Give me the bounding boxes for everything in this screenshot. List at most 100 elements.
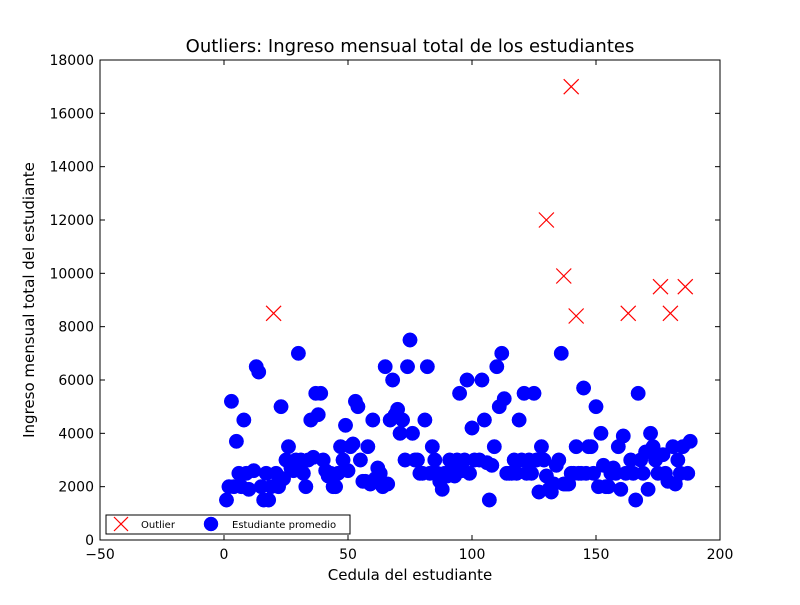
student-point: [583, 439, 599, 455]
student-point: [400, 359, 415, 375]
outlier-point-stroke-b: [563, 78, 580, 95]
student-point: [600, 479, 616, 495]
y-tick-label: 4000: [58, 426, 94, 442]
student-point: [261, 492, 277, 508]
student-point: [494, 345, 510, 361]
student-point: [533, 439, 549, 455]
student-point: [593, 425, 609, 441]
student-point: [223, 393, 239, 409]
student-point: [313, 385, 329, 401]
student-point: [551, 452, 567, 468]
outlier-point-stroke-b: [265, 305, 282, 322]
legend-label-estudiante-promedio: Estudiante promedio: [232, 520, 336, 531]
student-point: [328, 479, 344, 495]
student-point: [350, 399, 366, 415]
student-point: [380, 476, 396, 492]
student-point: [476, 412, 492, 428]
axes-frame: [99, 59, 721, 541]
student-point: [452, 385, 468, 401]
student-point: [424, 439, 440, 455]
student-point: [640, 481, 656, 497]
student-point: [635, 465, 651, 481]
outlier-point: [265, 305, 282, 322]
student-point: [427, 452, 443, 468]
legend-marker-outlier: [113, 516, 129, 532]
student-point: [352, 452, 368, 468]
outlier-point-stroke-b: [538, 212, 555, 228]
x-tick-label: 200: [707, 547, 734, 563]
student-point: [459, 372, 475, 388]
outlier-point-stroke-b: [662, 305, 679, 322]
outlier-point-stroke-b: [677, 278, 694, 295]
legend: Outlier Estudiante promedio: [105, 514, 351, 535]
y-axis-ticks: 0 2000 4000 6000 8000 10000 12000 14000 16000 180…: [49, 53, 720, 549]
student-point: [643, 425, 659, 441]
y-tick-label: 10000: [49, 266, 94, 282]
student-point: [402, 332, 418, 348]
student-point: [241, 481, 257, 497]
student-point: [613, 481, 629, 497]
outlier-point: [652, 278, 669, 295]
student-point: [310, 407, 326, 423]
student-point: [434, 481, 450, 497]
student-point: [462, 465, 477, 481]
student-point: [246, 463, 262, 479]
y-tick-label: 0: [85, 533, 94, 549]
legend-outlier-marker: [113, 516, 129, 532]
outlier-point-stroke-b: [555, 268, 572, 284]
outlier-point-stroke-b: [620, 305, 637, 322]
student-point: [338, 417, 353, 433]
x-tick-label: 150: [583, 547, 610, 563]
y-tick-label: 16000: [49, 106, 94, 122]
legend-student-marker: [203, 516, 219, 532]
outlier-point: [538, 212, 555, 228]
student-point: [489, 359, 505, 375]
student-point: [655, 447, 671, 463]
student-point: [524, 465, 539, 481]
x-tick-label: −50: [85, 547, 115, 563]
x-tick-label: 100: [459, 547, 486, 563]
points-layer: [219, 78, 698, 508]
student-point: [385, 372, 401, 388]
x-axis-label: Cedula del estudiante: [328, 566, 492, 584]
student-point: [409, 452, 425, 468]
outlier-point: [568, 308, 585, 324]
student-point: [680, 465, 696, 481]
y-axis-label: Ingreso mensual total del estudiante: [20, 162, 38, 438]
student-point: [281, 439, 296, 455]
student-point: [628, 492, 644, 508]
student-point: [345, 436, 361, 452]
student-point: [360, 439, 376, 455]
legend-box: [105, 514, 351, 535]
student-point: [481, 492, 497, 508]
student-point: [405, 425, 420, 441]
student-point: [236, 412, 252, 428]
y-tick-label: 18000: [49, 53, 94, 69]
student-point: [576, 380, 592, 396]
outlier-point-stroke-b: [652, 278, 669, 295]
student-point: [526, 385, 542, 401]
y-tick-label: 8000: [58, 320, 94, 336]
student-point: [365, 412, 381, 428]
y-tick-label: 6000: [58, 373, 94, 389]
student-point: [273, 399, 289, 415]
legend-label-outlier: Outlier: [141, 520, 176, 531]
student-point: [486, 439, 502, 455]
student-point: [251, 364, 267, 380]
student-point: [615, 428, 631, 444]
student-point: [484, 457, 500, 473]
student-point: [474, 372, 490, 388]
student-point: [228, 433, 244, 449]
outlier-point: [555, 268, 572, 284]
student-point: [586, 465, 601, 481]
student-point: [340, 463, 356, 479]
student-point: [464, 420, 480, 436]
student-point: [511, 412, 527, 428]
student-point: [588, 399, 604, 415]
student-point: [219, 492, 234, 508]
student-point: [553, 345, 569, 361]
outlier-point: [563, 78, 580, 95]
y-tick-label: 2000: [58, 480, 94, 496]
